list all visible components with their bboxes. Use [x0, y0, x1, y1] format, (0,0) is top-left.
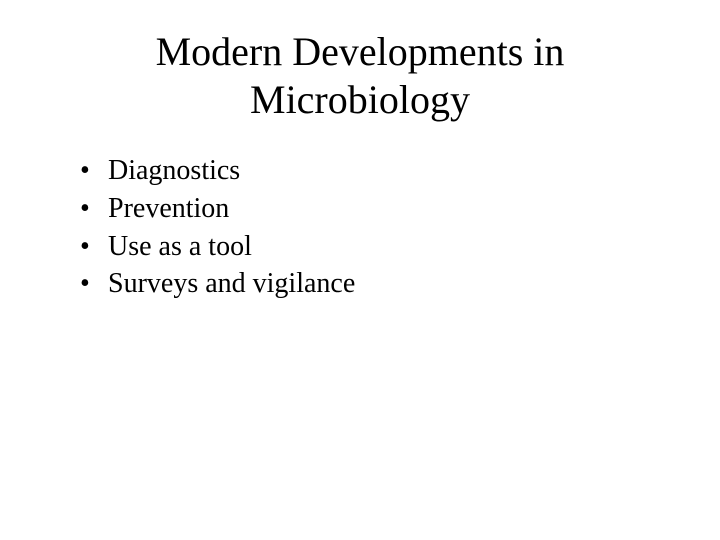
bullet-list: • Diagnostics • Prevention • Use as a to… — [50, 152, 670, 303]
bullet-text: Surveys and vigilance — [108, 265, 355, 303]
bullet-text: Diagnostics — [108, 152, 240, 190]
list-item: • Use as a tool — [80, 228, 670, 266]
slide-title: Modern Developments in Microbiology — [90, 28, 630, 124]
list-item: • Surveys and vigilance — [80, 265, 670, 303]
bullet-text: Prevention — [108, 190, 229, 228]
list-item: • Diagnostics — [80, 152, 670, 190]
bullet-icon: • — [80, 265, 108, 303]
bullet-icon: • — [80, 152, 108, 190]
list-item: • Prevention — [80, 190, 670, 228]
bullet-icon: • — [80, 228, 108, 266]
slide-container: Modern Developments in Microbiology • Di… — [0, 0, 720, 540]
bullet-icon: • — [80, 190, 108, 228]
bullet-text: Use as a tool — [108, 228, 252, 266]
